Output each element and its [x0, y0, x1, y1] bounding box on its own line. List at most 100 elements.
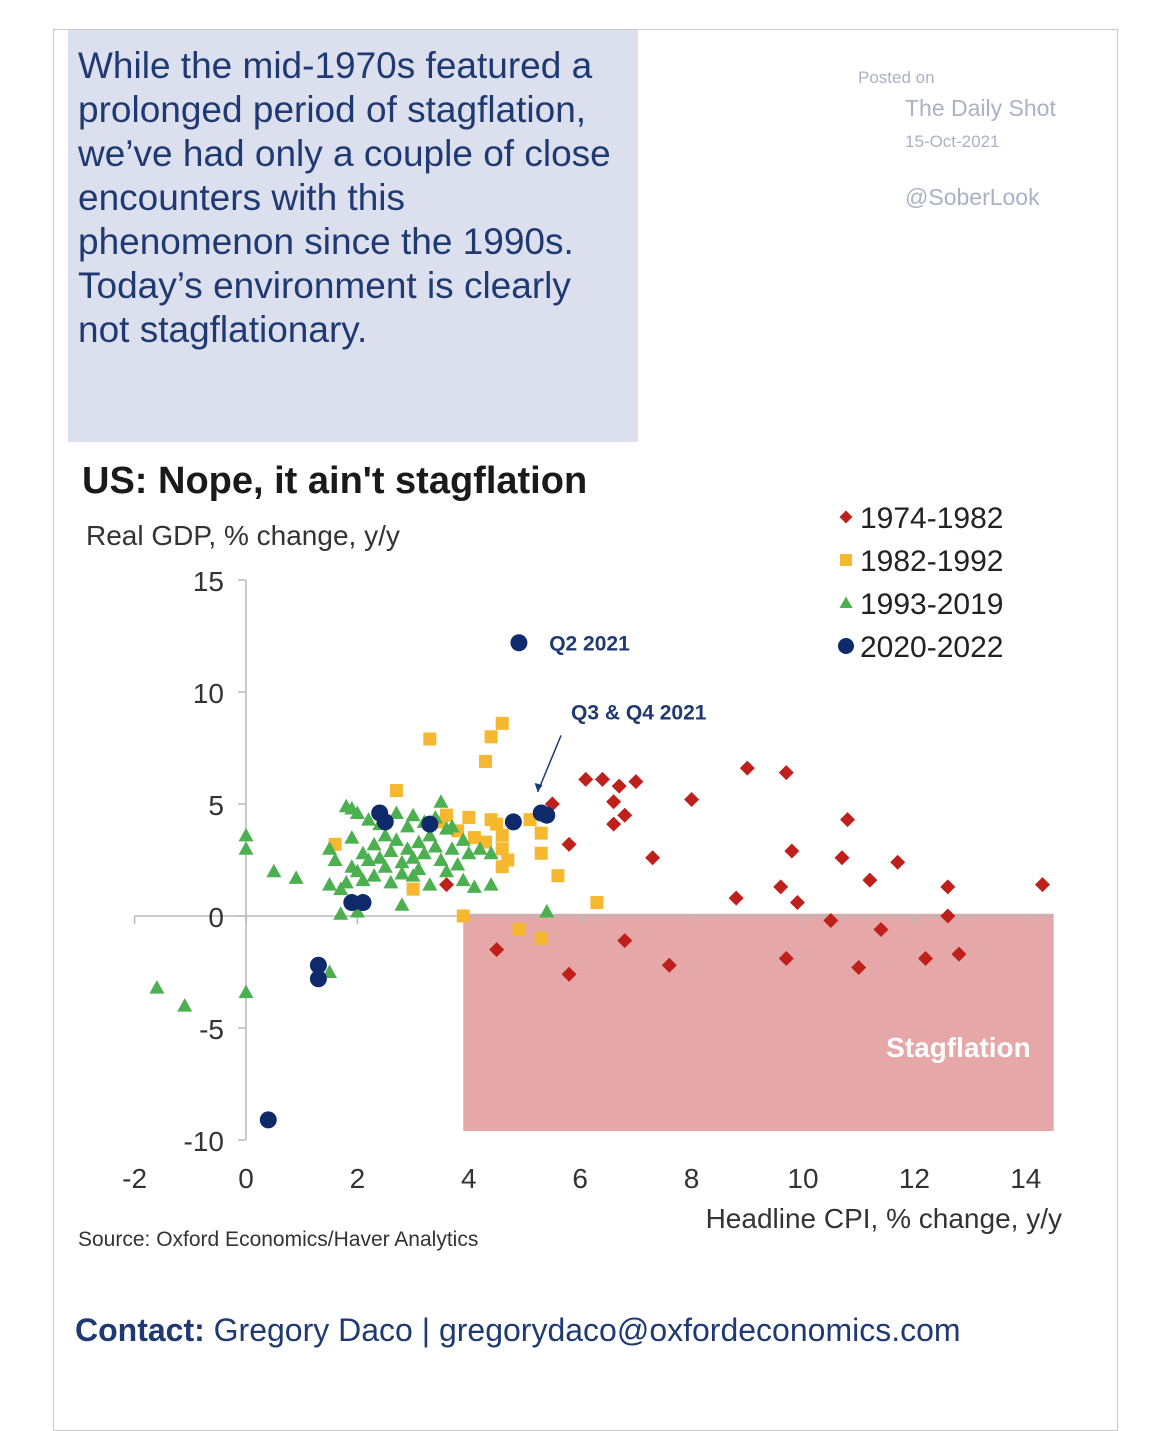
data-point-triangle	[366, 868, 382, 882]
legend-label: 1982-1992	[860, 545, 1003, 578]
x-tick-label: 4	[461, 1163, 477, 1194]
data-point-circle	[504, 813, 522, 831]
data-point-triangle	[377, 827, 393, 842]
chart-title: US: Nope, it ain't stagflation	[82, 460, 588, 502]
legend-marker-circle	[838, 638, 854, 654]
posted-date: 15-Oct-2021	[905, 132, 1000, 151]
data-point-diamond	[728, 890, 744, 906]
contact-label: Contact:	[75, 1312, 205, 1348]
data-point-triangle	[411, 861, 427, 875]
data-point-square	[462, 810, 476, 824]
data-point-square	[590, 896, 604, 910]
y-tick-label: 0	[208, 902, 224, 933]
data-point-triangle	[361, 852, 377, 866]
data-point-circle	[538, 806, 556, 824]
data-point-triangle	[327, 852, 343, 866]
data-point-triangle	[388, 832, 404, 846]
y-tick-label: -10	[184, 1126, 224, 1157]
data-point-diamond	[439, 877, 455, 893]
data-point-circle	[354, 894, 372, 912]
data-point-triangle	[433, 852, 449, 866]
x-tick-label: -2	[122, 1163, 147, 1194]
data-point-circle	[510, 634, 528, 652]
data-point-square	[423, 732, 437, 746]
x-tick-label: 6	[572, 1163, 588, 1194]
annotation-arrow-line	[536, 735, 562, 793]
data-point-circle	[376, 813, 394, 831]
data-point-diamond	[606, 816, 622, 832]
data-point-triangle	[400, 841, 416, 855]
data-point-triangle	[411, 834, 427, 849]
data-point-triangle	[238, 827, 254, 842]
data-point-square	[389, 784, 403, 798]
data-point-diamond	[918, 951, 934, 967]
x-tick-label: 0	[238, 1163, 254, 1194]
x-tick-label: 10	[787, 1163, 818, 1194]
stagflation-label: Stagflation	[886, 1032, 1031, 1063]
data-point-diamond	[773, 879, 789, 895]
annotation-q3-q4-2021: Q3 & Q4 2021	[571, 701, 707, 724]
data-point-triangle	[238, 984, 254, 999]
data-point-triangle	[322, 841, 338, 855]
data-point-square	[495, 828, 509, 842]
data-point-diamond	[823, 912, 839, 928]
data-point-triangle	[394, 854, 410, 869]
data-point-circle	[421, 815, 439, 833]
data-point-diamond	[561, 836, 577, 852]
data-point-triangle	[444, 841, 460, 855]
data-point-triangle	[539, 904, 555, 918]
data-point-diamond	[611, 778, 627, 794]
data-point-triangle	[344, 830, 360, 844]
data-point-diamond	[489, 942, 505, 958]
data-point-triangle	[444, 818, 460, 833]
data-point-triangle	[422, 827, 438, 842]
data-point-diamond	[778, 765, 794, 781]
data-point-triangle	[472, 841, 488, 855]
x-tick-label: 12	[899, 1163, 930, 1194]
data-point-triangle	[422, 877, 438, 891]
data-point-square	[484, 730, 498, 744]
data-point-diamond	[561, 966, 577, 982]
legend-marker-square	[840, 554, 852, 566]
x-tick-label: 2	[350, 1163, 366, 1194]
data-point-diamond	[617, 933, 633, 949]
data-point-diamond	[851, 960, 867, 976]
data-point-triangle	[288, 870, 304, 884]
data-point-diamond	[628, 774, 644, 790]
annotation-q2-2021: Q2 2021	[549, 633, 630, 656]
annotation-arrow-head	[534, 783, 543, 792]
data-point-triangle	[238, 841, 254, 855]
legend-label: 1993-2019	[860, 588, 1003, 621]
legend-marker-triangle	[839, 596, 853, 608]
contact-line: Contact: Gregory Daco | gregorydaco@oxfo…	[75, 1312, 961, 1349]
data-point-triangle	[266, 863, 282, 878]
data-point-diamond	[789, 895, 805, 911]
data-point-diamond	[606, 794, 622, 810]
data-point-triangle	[405, 850, 421, 864]
y-axis-label: Real GDP, % change, y/y	[86, 520, 400, 551]
intro-box	[68, 30, 638, 442]
data-point-diamond	[890, 854, 906, 870]
data-point-diamond	[645, 850, 661, 866]
data-point-triangle	[177, 998, 193, 1012]
data-point-triangle	[394, 865, 410, 880]
posted-site: The Daily Shot	[905, 95, 1056, 121]
data-point-square	[456, 909, 470, 923]
legend-marker-diamond	[839, 510, 853, 524]
stagflation-region	[463, 913, 1054, 1132]
data-point-square	[490, 817, 504, 831]
data-point-triangle	[361, 812, 377, 826]
data-point-triangle	[338, 874, 354, 889]
data-point-triangle	[377, 859, 393, 873]
data-point-diamond	[1035, 877, 1051, 893]
data-point-square	[551, 869, 565, 883]
source-note: Source: Oxford Economics/Haver Analytics	[78, 1228, 479, 1251]
data-point-triangle	[383, 874, 399, 889]
data-point-triangle	[355, 872, 371, 887]
data-point-triangle	[349, 863, 365, 878]
legend-label: 2020-2022	[860, 631, 1003, 664]
x-tick-label: 14	[1010, 1163, 1041, 1194]
data-point-diamond	[940, 908, 956, 924]
data-point-triangle	[450, 856, 466, 871]
data-point-diamond	[951, 946, 967, 962]
